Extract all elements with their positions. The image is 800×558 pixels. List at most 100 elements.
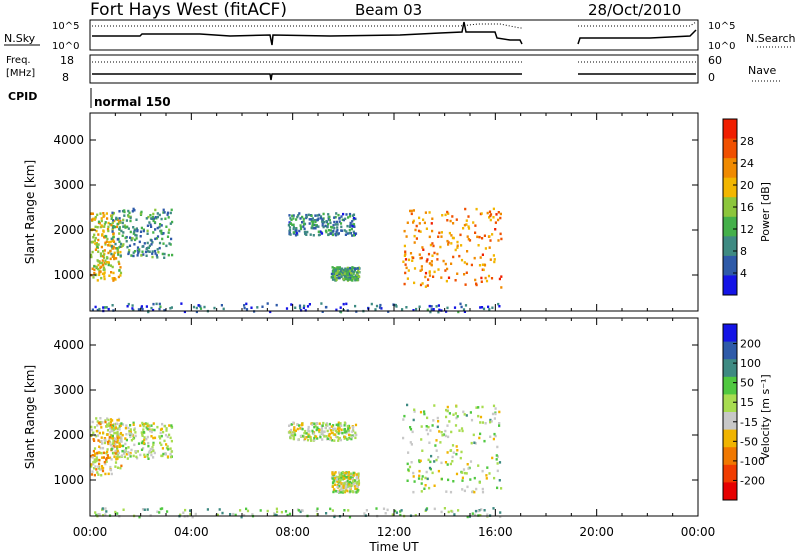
data-cell	[444, 434, 447, 438]
data-cell	[133, 230, 136, 234]
data-cell	[92, 217, 95, 221]
data-cell	[343, 482, 346, 485]
data-cell	[98, 261, 102, 265]
data-cell	[142, 228, 145, 231]
data-cell	[98, 431, 101, 435]
data-cell	[97, 473, 100, 476]
data-cell	[101, 442, 104, 445]
data-cell	[168, 242, 171, 245]
data-cell	[474, 509, 478, 513]
data-cell	[406, 479, 409, 482]
data-cell	[353, 234, 356, 237]
data-cell	[129, 236, 132, 239]
data-cell	[478, 264, 482, 267]
data-cell	[357, 474, 360, 477]
data-cell	[92, 449, 95, 453]
data-cell	[459, 233, 462, 237]
data-cell	[243, 514, 246, 517]
data-cell	[199, 307, 203, 310]
data-cell	[163, 256, 166, 259]
data-cell	[143, 453, 146, 457]
data-cell	[106, 450, 109, 454]
data-cell	[437, 304, 440, 307]
data-cell	[213, 306, 216, 310]
data-cell	[439, 245, 442, 249]
colorbar-swatch	[723, 464, 737, 483]
data-cell	[114, 461, 118, 464]
data-cell	[97, 220, 101, 224]
data-cell	[133, 443, 136, 447]
data-cell	[442, 259, 445, 263]
data-cell	[119, 466, 122, 470]
data-cell	[159, 437, 162, 440]
x-axis-label: Time UT	[368, 540, 419, 554]
data-cell	[102, 306, 105, 309]
data-cell	[346, 273, 349, 276]
data-cell	[421, 246, 424, 249]
data-cell	[487, 274, 491, 278]
data-cell	[480, 306, 484, 309]
data-cell	[476, 235, 479, 239]
data-cell	[240, 515, 243, 519]
data-cell	[435, 305, 438, 308]
data-cell	[454, 279, 457, 282]
data-cell	[101, 421, 104, 424]
data-cell	[107, 422, 111, 425]
data-cell	[104, 306, 107, 309]
data-cell	[386, 508, 389, 512]
data-cell	[111, 226, 115, 229]
data-cell	[104, 513, 107, 516]
data-cell	[346, 277, 349, 281]
data-cell	[488, 216, 491, 219]
data-cell	[418, 474, 421, 478]
data-cell	[442, 433, 446, 436]
data-cell	[296, 233, 299, 236]
data-cell	[463, 413, 466, 416]
data-cell	[98, 271, 101, 274]
data-cell	[446, 463, 449, 466]
data-cell	[128, 211, 131, 215]
data-cell	[98, 273, 101, 277]
data-cell	[350, 272, 353, 275]
data-cell	[99, 266, 102, 269]
data-cell	[310, 439, 313, 442]
data-cell	[102, 451, 106, 455]
data-cell	[334, 232, 337, 236]
data-cell	[146, 229, 149, 233]
data-cell	[159, 305, 162, 308]
data-cell	[339, 482, 342, 486]
freq-tick-top: 18	[60, 54, 74, 67]
data-cell	[99, 225, 102, 229]
data-cell	[352, 479, 355, 483]
data-cell	[133, 428, 136, 432]
data-cell	[333, 472, 336, 475]
data-cell	[431, 217, 434, 220]
data-cell	[110, 448, 113, 451]
data-cell	[420, 482, 423, 485]
data-cell	[412, 209, 415, 212]
data-cell	[101, 469, 105, 473]
data-cell	[429, 310, 432, 314]
data-cell	[424, 271, 428, 275]
data-cell	[125, 219, 128, 222]
data-cell	[461, 471, 464, 474]
data-cell	[473, 256, 476, 260]
data-cell	[288, 232, 291, 235]
data-cell	[299, 227, 303, 231]
data-cell	[152, 231, 155, 234]
data-cell	[135, 218, 138, 221]
data-cell	[106, 454, 109, 457]
data-cell	[355, 310, 358, 313]
data-cell	[424, 211, 427, 214]
data-cell	[117, 275, 120, 279]
data-cell	[441, 214, 444, 217]
data-cell	[402, 436, 405, 440]
data-cell	[95, 456, 98, 459]
y-tick-label: 4000	[53, 133, 84, 147]
data-cell	[127, 251, 130, 254]
data-cell	[195, 306, 198, 310]
data-cell	[349, 266, 352, 270]
data-cell	[430, 308, 433, 311]
data-cell	[99, 270, 102, 273]
data-cell	[168, 424, 171, 427]
